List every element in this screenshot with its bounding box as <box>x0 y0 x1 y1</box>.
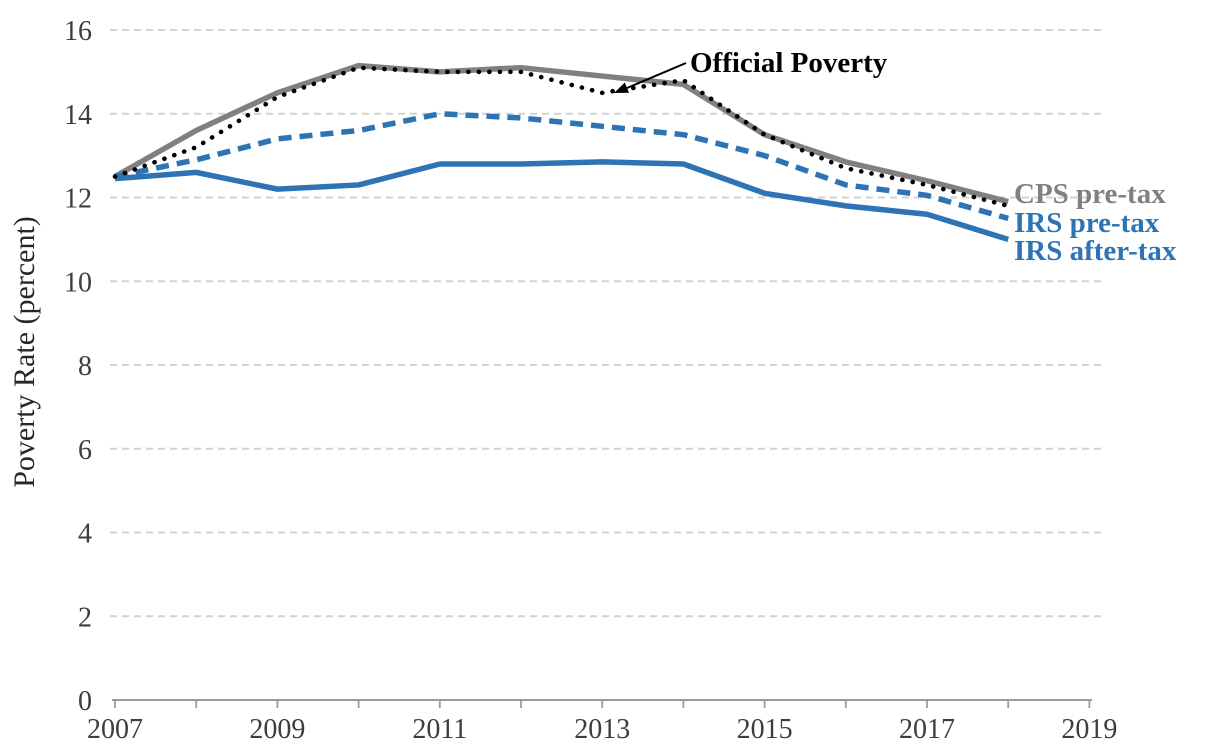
line-end-labels: CPS pre-tax IRS pre-tax IRS after-tax <box>1014 178 1177 267</box>
x-tick-label: 2017 <box>899 714 955 745</box>
annotation-arrowhead-icon <box>614 82 629 93</box>
annotation-text: Official Poverty <box>690 47 888 79</box>
label-cps-pre-tax: CPS pre-tax <box>1014 178 1166 210</box>
x-tick-label: 2013 <box>574 714 630 745</box>
y-tick-label: 12 <box>64 184 92 215</box>
y-tick-label: 8 <box>78 351 92 382</box>
x-tick-label: 2011 <box>412 714 467 745</box>
series-irs-after-tax <box>114 159 1010 243</box>
y-tick-label: 10 <box>64 267 92 298</box>
series-irs-pre-tax <box>114 111 1009 222</box>
gridlines-layer <box>110 29 1102 618</box>
annotation-official-poverty: Official Poverty <box>614 47 888 93</box>
y-tick-label: 6 <box>78 435 92 466</box>
y-tick-label: 4 <box>78 519 92 550</box>
y-tick-label: 0 <box>78 686 92 717</box>
annotation-arrow-line <box>626 62 687 89</box>
x-tick-label: 2007 <box>87 714 143 745</box>
x-tick-label: 2015 <box>737 714 793 745</box>
y-axis-title: Poverty Rate (percent) <box>8 216 41 488</box>
y-tick-label: 14 <box>64 100 92 131</box>
series-official-poverty <box>112 65 1011 209</box>
y-tick-label: 2 <box>78 602 92 633</box>
y-tick-label: 16 <box>64 16 92 47</box>
x-axis-layer <box>112 699 1092 708</box>
x-tick-label: 2019 <box>1061 714 1117 745</box>
series-cps-pre-tax <box>113 62 1009 205</box>
label-irs-pre-tax: IRS pre-tax <box>1014 207 1160 239</box>
series-layer <box>112 62 1011 243</box>
label-irs-after-tax: IRS after-tax <box>1014 235 1177 267</box>
x-tick-label: 2009 <box>249 714 305 745</box>
tick-labels-layer: 0 2 4 6 8 10 12 14 16 2007 2009 2011 2013 2015 2017 201… <box>64 16 1117 745</box>
